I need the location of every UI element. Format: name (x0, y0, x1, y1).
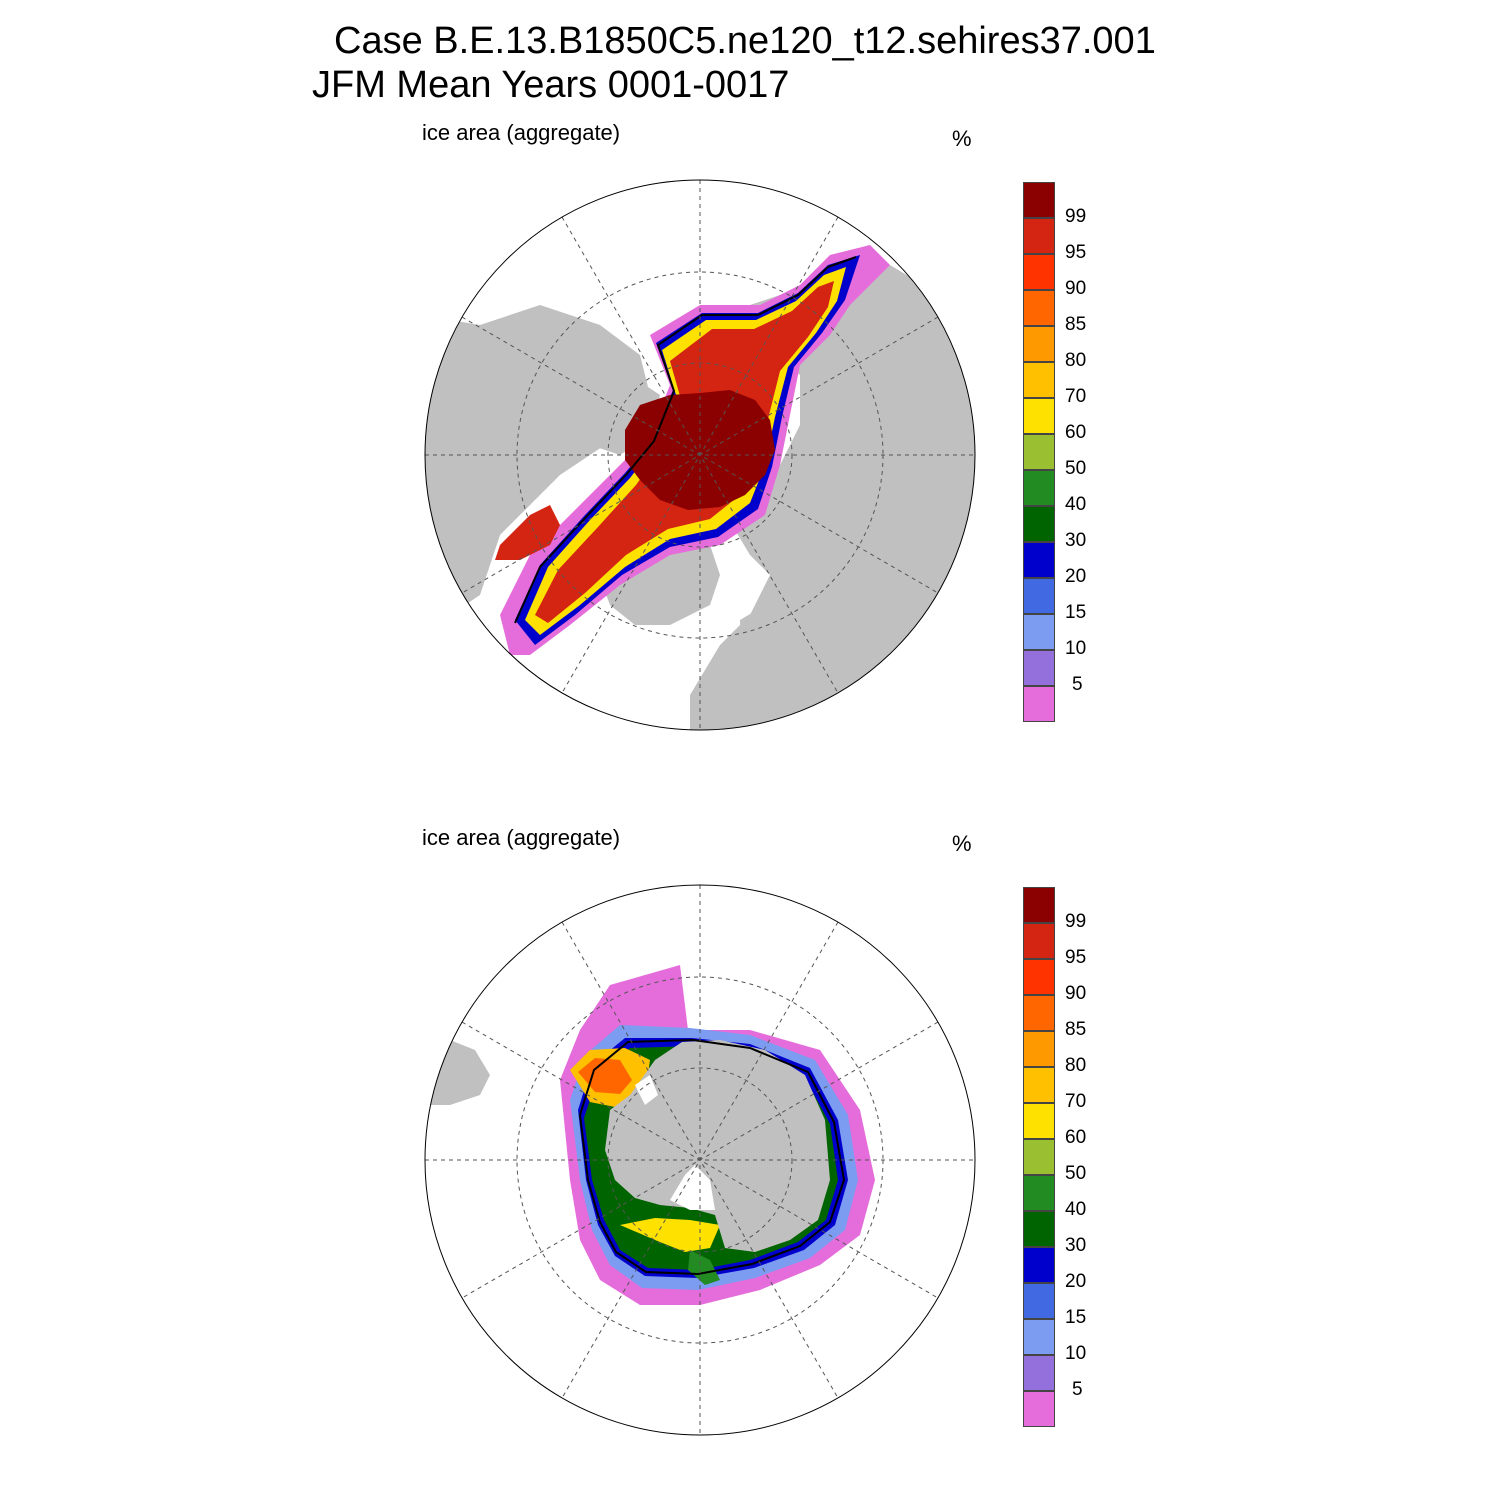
south-colorbar-tick-label: 5 (1072, 1379, 1083, 1400)
south-colorbar-tick-label: 85 (1065, 1019, 1087, 1040)
plot-title-case: Case B.E.13.B1850C5.ne120_t12.sehires37.… (334, 20, 1156, 62)
south-colorbar-tick-label: 30 (1065, 1235, 1087, 1256)
south-colorbar-segment (1023, 959, 1055, 995)
north-map-border (424, 179, 976, 731)
north-colorbar-tick-label: 70 (1065, 386, 1087, 407)
south-colorbar-segment (1023, 1319, 1055, 1355)
south-colorbar-tick-label: 95 (1065, 947, 1087, 968)
north-graticule (425, 180, 975, 730)
south-colorbar-tick-label: 50 (1065, 1163, 1087, 1184)
north-colorbar-tick-label: 15 (1065, 602, 1087, 623)
south-map-border (424, 884, 976, 1436)
south-ice-weddell-core (578, 1058, 632, 1094)
north-land-america (425, 305, 650, 615)
north-colorbar-tick-label: 99 (1065, 206, 1087, 227)
south-ice-shelf-filchner (635, 1075, 658, 1105)
south-ice-ross (620, 1218, 720, 1252)
north-colorbar: 99 95 90 85 80 70 60 50 40 30 20 15 10 5 (1020, 182, 1140, 727)
south-colorbar-segment (1023, 1211, 1055, 1247)
south-colorbar-tick-label: 15 (1065, 1307, 1087, 1328)
north-colorbar-segment (1023, 506, 1055, 542)
north-colorbar-tick-label: 95 (1065, 242, 1087, 263)
north-colorbar-segment (1023, 362, 1055, 398)
south-polar-map (424, 884, 976, 1436)
south-colorbar-segment (1023, 1031, 1055, 1067)
south-ice-ross-green (688, 1250, 720, 1285)
south-colorbar-tick-label: 99 (1065, 911, 1087, 932)
south-units-label: % (952, 831, 972, 856)
south-colorbar-segment (1023, 1175, 1055, 1211)
north-colorbar-tick-label: 10 (1065, 638, 1087, 659)
north-colorbar-tick-label: 90 (1065, 278, 1087, 299)
north-ice-hudson-bay (495, 505, 560, 560)
south-variable-label: ice area (aggregate) (422, 825, 621, 850)
north-colorbar-tick-label: 30 (1065, 530, 1087, 551)
south-ice-edge-contour (578, 1038, 846, 1276)
south-colorbar-segment (1023, 1283, 1055, 1319)
north-colorbar-tick-label: 50 (1065, 458, 1087, 479)
south-colorbar-tick-label: 40 (1065, 1199, 1087, 1220)
south-colorbar-tick-label: 60 (1065, 1127, 1087, 1148)
north-colorbar-tick-label: 80 (1065, 350, 1087, 371)
north-colorbar-segment (1023, 542, 1055, 578)
north-colorbar-tick-label: 5 (1072, 674, 1083, 695)
south-colorbar-segment (1023, 923, 1055, 959)
south-colorbar-segment (1023, 887, 1055, 923)
north-colorbar-segment (1023, 326, 1055, 362)
south-colorbar-segment (1023, 995, 1055, 1031)
north-polar-map (424, 179, 976, 731)
north-ice-edge-contour (514, 256, 857, 624)
north-colorbar-segment (1023, 650, 1055, 686)
north-colorbar-segment (1023, 182, 1055, 218)
south-graticule (425, 885, 975, 1435)
north-colorbar-segment (1023, 434, 1055, 470)
south-colorbar: 99 95 90 85 80 70 60 50 40 30 20 15 10 5 (1020, 887, 1140, 1432)
north-colorbar-segment (1023, 254, 1055, 290)
south-colorbar-segment (1023, 1355, 1055, 1391)
plot-title-period: JFM Mean Years 0001-0017 (312, 64, 790, 106)
south-colorbar-tick-label: 90 (1065, 983, 1087, 1004)
south-land-antarctica (605, 1040, 830, 1252)
north-colorbar-segment (1023, 578, 1055, 614)
north-colorbar-tick-label: 40 (1065, 494, 1087, 515)
south-colorbar-segment (1023, 1103, 1055, 1139)
north-colorbar-segment (1023, 290, 1055, 326)
south-colorbar-segment (1023, 1067, 1055, 1103)
south-colorbar-segment (1023, 1391, 1055, 1427)
north-colorbar-tick-label: 60 (1065, 422, 1087, 443)
north-colorbar-segment (1023, 398, 1055, 434)
north-colorbar-segment (1023, 686, 1055, 722)
south-colorbar-segment (1023, 1139, 1055, 1175)
north-variable-label: ice area (aggregate) (422, 120, 621, 145)
south-colorbar-tick-label: 80 (1065, 1055, 1087, 1076)
north-colorbar-segment (1023, 470, 1055, 506)
south-panel: ice area (aggregate) % (0, 815, 1500, 1475)
south-colorbar-segment (1023, 1247, 1055, 1283)
north-panel: ice area (aggregate) % (0, 110, 1500, 770)
north-units-label: % (952, 126, 972, 151)
north-colorbar-segment (1023, 218, 1055, 254)
north-colorbar-tick-label: 85 (1065, 314, 1087, 335)
south-ice-shelf-ross (670, 1165, 715, 1210)
south-colorbar-tick-label: 10 (1065, 1343, 1087, 1364)
south-colorbar-tick-label: 20 (1065, 1271, 1087, 1292)
north-colorbar-tick-label: 20 (1065, 566, 1087, 587)
north-colorbar-segment (1023, 614, 1055, 650)
south-colorbar-tick-label: 70 (1065, 1091, 1087, 1112)
